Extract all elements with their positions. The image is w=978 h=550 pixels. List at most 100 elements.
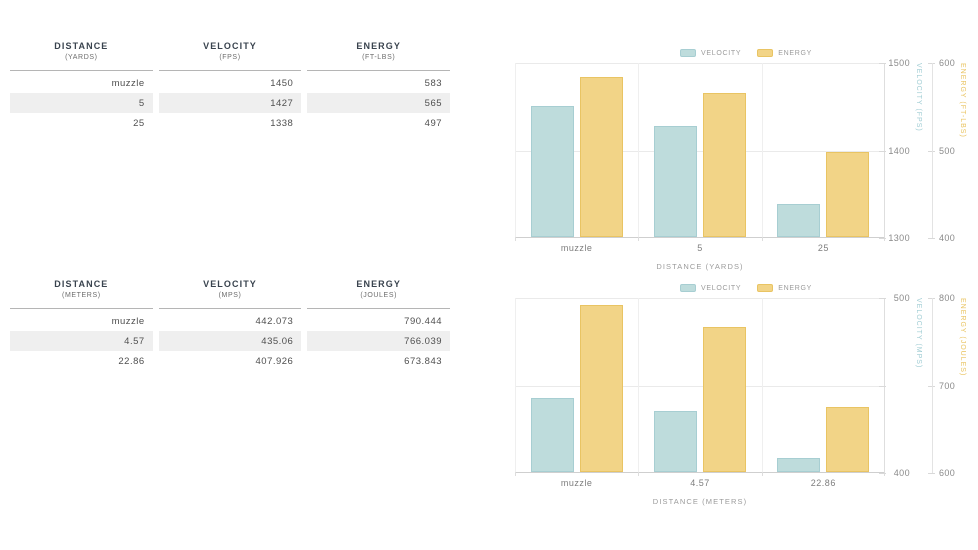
energy-axis-title: ENERGY (FT-LBS) bbox=[959, 63, 966, 138]
column-header-energy: ENERGY (JOULES) bbox=[307, 279, 451, 309]
chart-body: 1500 1400 1300 600 500 400 VELOCITY (FPS) ENERG… bbox=[515, 58, 977, 243]
v-gridline bbox=[762, 298, 763, 473]
velocity-axis-line bbox=[884, 63, 885, 238]
velocity-swatch-icon bbox=[680, 49, 696, 57]
ballistics-table-yards: DISTANCE (YARDS) VELOCITY (FPS) ENERGY (FT-LB… bbox=[10, 41, 451, 133]
legend-label: ENERGY bbox=[778, 49, 812, 57]
velocity-bar-muzzle[interactable] bbox=[531, 398, 574, 472]
legend-item-energy[interactable]: ENERGY bbox=[757, 49, 812, 57]
x-axis-tick bbox=[515, 472, 516, 476]
energy-axis-tick bbox=[928, 386, 935, 387]
h-gridline bbox=[515, 151, 885, 152]
energy-bar-muzzle[interactable] bbox=[580, 305, 623, 472]
table-cell: 5 bbox=[10, 93, 153, 113]
x-category-labels: muzzle 5 25 bbox=[515, 243, 885, 253]
velocity-axis-title: VELOCITY (FPS) bbox=[915, 63, 922, 132]
table-cell: 565 bbox=[307, 93, 451, 113]
h-gridline bbox=[515, 298, 885, 299]
column-unit: (JOULES) bbox=[360, 292, 398, 299]
legend-label: VELOCITY bbox=[701, 284, 742, 292]
energy-axis-line bbox=[932, 63, 933, 238]
table-cell: 497 bbox=[424, 117, 443, 129]
x-axis-tick bbox=[515, 237, 516, 241]
ballistics-table-meters: DISTANCE (METERS) VELOCITY (MPS) ENERGY (JOUL… bbox=[10, 279, 451, 371]
table-cell: 22.86 bbox=[118, 355, 145, 367]
column-header-energy: ENERGY (FT-LBS) bbox=[307, 41, 451, 71]
energy-axis-title: ENERGY (JOULES) bbox=[959, 298, 966, 377]
legend-label: ENERGY bbox=[778, 284, 812, 292]
energy-bar-22-86[interactable] bbox=[826, 407, 869, 472]
chart-legend: VELOCITY ENERGY bbox=[515, 47, 977, 59]
x-category-label: 4.57 bbox=[690, 478, 710, 488]
table-cell: 442.073 bbox=[255, 315, 294, 327]
energy-tick-label: 500 bbox=[939, 146, 956, 156]
energy-tick-label: 600 bbox=[939, 58, 956, 68]
energy-bar-5[interactable] bbox=[703, 93, 746, 237]
chart-body: 500 400 800 700 600 VELOCITY (MPS) ENERGY (JOU… bbox=[515, 293, 977, 478]
table-row: muzzle 442.073 790.444 bbox=[10, 311, 450, 331]
velocity-axis-tick bbox=[879, 473, 886, 474]
x-category-label: muzzle bbox=[560, 243, 593, 253]
column-header-velocity: VELOCITY (FPS) bbox=[158, 41, 302, 71]
x-axis-title: DISTANCE (YARDS) bbox=[656, 262, 744, 271]
table-row: 4.57 435.06 766.039 bbox=[10, 331, 451, 351]
x-category-label: muzzle bbox=[560, 478, 593, 488]
plot-area bbox=[515, 298, 885, 473]
legend-item-velocity[interactable]: VELOCITY bbox=[680, 284, 741, 292]
energy-tick-label: 700 bbox=[939, 381, 956, 391]
column-title: DISTANCE bbox=[54, 41, 109, 51]
energy-bar-25[interactable] bbox=[826, 152, 869, 237]
energy-axis-tick bbox=[928, 473, 935, 474]
table-row: muzzle 1450 583 bbox=[10, 73, 450, 93]
table-cell: muzzle bbox=[111, 315, 145, 327]
energy-bar-muzzle[interactable] bbox=[580, 77, 623, 237]
table-row: 5 1427 565 bbox=[10, 93, 451, 113]
velocity-tick-label: 1400 bbox=[888, 146, 910, 156]
energy-axis-line bbox=[932, 298, 933, 473]
x-axis-tick bbox=[638, 237, 639, 241]
velocity-tick-label: 1500 bbox=[888, 58, 910, 68]
table-cell: 583 bbox=[424, 77, 443, 89]
table-body: muzzle 1450 583 5 1427 565 25 1338 497 bbox=[10, 73, 451, 133]
velocity-bar-4-57[interactable] bbox=[654, 411, 697, 472]
x-category-label: 5 bbox=[697, 243, 703, 253]
velocity-axis-title: VELOCITY (MPS) bbox=[915, 298, 922, 369]
chart-legend: VELOCITY ENERGY bbox=[515, 282, 977, 294]
velocity-axis-tick bbox=[879, 238, 886, 239]
column-title: VELOCITY bbox=[203, 41, 257, 51]
legend-item-velocity[interactable]: VELOCITY bbox=[680, 49, 741, 57]
energy-bar-4-57[interactable] bbox=[703, 327, 746, 472]
legend-label: VELOCITY bbox=[701, 49, 742, 57]
ballistics-chart-yards: VELOCITY ENERGY 1500 1400 1300 600 500 400 VELO… bbox=[515, 47, 977, 271]
velocity-bar-22-86[interactable] bbox=[777, 458, 820, 472]
x-axis-tick bbox=[884, 472, 885, 476]
velocity-bar-muzzle[interactable] bbox=[531, 106, 574, 237]
v-gridline bbox=[762, 63, 763, 238]
table-cell: 407.926 bbox=[255, 355, 294, 367]
energy-tick-label: 400 bbox=[939, 233, 956, 243]
column-header-distance: DISTANCE (YARDS) bbox=[10, 41, 153, 71]
velocity-swatch-icon bbox=[680, 284, 696, 292]
h-gridline bbox=[515, 386, 885, 387]
velocity-bar-25[interactable] bbox=[777, 204, 820, 237]
velocity-axis-tick bbox=[879, 298, 886, 299]
velocity-axis-tick bbox=[879, 63, 886, 64]
velocity-bar-5[interactable] bbox=[654, 126, 697, 237]
h-gridline bbox=[515, 63, 885, 64]
energy-axis-tick bbox=[928, 298, 935, 299]
x-axis-tick bbox=[884, 237, 885, 241]
column-title: ENERGY bbox=[356, 279, 401, 289]
column-title: VELOCITY bbox=[203, 279, 257, 289]
x-category-label: 25 bbox=[817, 243, 829, 253]
column-unit: (FPS) bbox=[219, 54, 241, 61]
table-header-row: DISTANCE (METERS) VELOCITY (MPS) ENERGY (JOUL… bbox=[10, 279, 451, 309]
column-unit: (MPS) bbox=[218, 292, 242, 299]
x-axis-tick bbox=[638, 472, 639, 476]
table-cell: 790.444 bbox=[404, 315, 443, 327]
legend-item-energy[interactable]: ENERGY bbox=[757, 284, 812, 292]
v-gridline bbox=[515, 63, 516, 238]
x-axis-tick bbox=[762, 472, 763, 476]
velocity-tick-label: 400 bbox=[893, 468, 910, 478]
column-unit: (METERS) bbox=[62, 292, 101, 299]
table-body: muzzle 442.073 790.444 4.57 435.06 766.039 22.… bbox=[10, 311, 451, 371]
